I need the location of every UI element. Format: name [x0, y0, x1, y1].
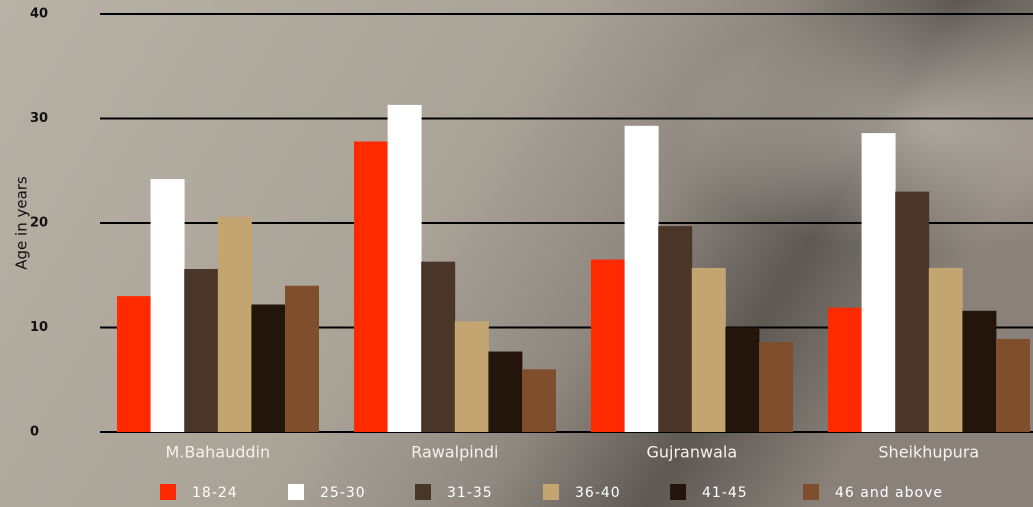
x-tick-label: M.Bahauddin	[165, 443, 270, 462]
x-tick-label: Rawalpindi	[411, 443, 498, 462]
bar	[591, 260, 625, 432]
legend-swatch	[670, 484, 686, 500]
bar	[522, 369, 556, 432]
bar	[962, 311, 996, 432]
bar	[218, 217, 252, 432]
bar	[996, 339, 1030, 432]
legend-swatch	[543, 484, 559, 500]
bar	[828, 308, 862, 432]
bar	[658, 226, 692, 432]
bar	[692, 268, 726, 432]
bar	[929, 268, 963, 432]
legend-label: 41-45	[702, 485, 748, 501]
y-tick-label: 40	[30, 7, 48, 22]
y-axis-label: Age in years	[13, 176, 31, 270]
bar	[759, 342, 793, 432]
bar	[455, 321, 489, 432]
legend-label: 18-24	[192, 485, 238, 501]
bar	[488, 352, 522, 432]
legend-swatch	[288, 484, 304, 500]
bar	[421, 262, 455, 432]
x-tick-label: Gujranwala	[646, 443, 737, 462]
bar	[388, 105, 422, 432]
legend-swatch	[803, 484, 819, 500]
legend-label: 46 and above	[835, 485, 943, 501]
bar	[285, 286, 319, 432]
y-tick-label: 10	[30, 320, 48, 335]
y-tick-label: 0	[30, 425, 39, 440]
legend-swatch	[415, 484, 431, 500]
legend-label: 31-35	[447, 485, 493, 501]
bar	[862, 133, 896, 432]
bar	[117, 296, 151, 432]
bar	[151, 179, 185, 432]
bar	[184, 269, 218, 432]
bar	[625, 126, 659, 432]
y-tick-label: 30	[30, 111, 48, 126]
y-tick-label: 20	[30, 216, 48, 231]
bar	[895, 192, 929, 432]
bar	[251, 305, 285, 432]
chart: Age in years 0 10 20 30 40 M.Bahauddin Rawalpi…	[0, 0, 1033, 507]
legend-label: 25-30	[320, 485, 366, 501]
legend-swatch	[160, 484, 176, 500]
legend-label: 36-40	[575, 485, 621, 501]
bar	[725, 328, 759, 433]
x-tick-label: Sheikhupura	[878, 443, 979, 462]
bar	[354, 141, 388, 432]
